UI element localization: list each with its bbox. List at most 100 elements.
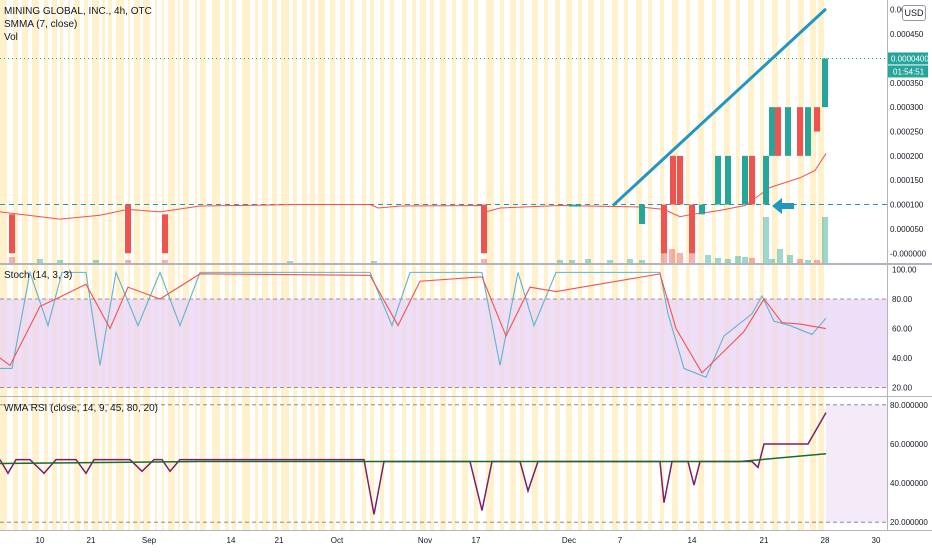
candle [677,155,683,205]
volume-bar [661,249,667,263]
price-tick-label: 0.000250 [890,128,924,137]
stoch-legend: Stoch (14, 3, 3) [4,270,73,281]
time-tick-label: 28 [821,536,830,545]
smma-legend: SMMA (7, close) [4,19,78,30]
volume-bar [162,260,168,263]
candle [699,204,705,215]
price-tick-label: 0.000200 [890,152,924,161]
price-tick-label: 0.000300 [890,103,924,112]
price-tick-label: 0.000150 [890,176,924,185]
volume-bar [37,259,43,263]
volume-bar [9,257,15,263]
trend-line [612,8,827,207]
price-tick-label: 0.000350 [890,79,924,88]
arrow-annotation [772,198,794,214]
currency-button[interactable]: USD [902,5,926,21]
candle [814,107,820,132]
volume-bar [797,259,803,263]
candle [785,107,791,156]
volume-bar [481,259,487,263]
rsi-band [826,404,887,523]
price-tick-label: -0.000000 [890,249,927,258]
volume-bar [787,255,793,263]
candle [797,107,803,156]
volume-bar [287,261,293,263]
candle [725,155,731,205]
time-tick-label: Nov [418,536,432,545]
candle [481,204,487,254]
candle [805,107,811,156]
time-tick-label: 7 [618,536,623,545]
time-tick-label: 21 [275,536,284,545]
volume-bar [805,260,811,263]
volume-bar [777,249,783,263]
volume-bar [93,260,99,263]
candle [715,155,721,205]
main-title: MINING GLOBAL, INC., 4h, OTC [4,6,152,17]
price-tick-label: 0.000050 [890,225,924,234]
rsi-line [0,452,827,465]
candle [749,155,755,205]
rsi-legend: WMA RSI (close, 14, 9, 45, 80, 20) [4,403,158,414]
time-tick-label: 14 [688,536,697,545]
stoch-tick-label: 60.00 [892,325,913,334]
rsi-tick-label: 40.000000 [890,479,928,488]
candle [639,204,645,225]
time-tick-label: 21 [87,536,96,545]
stoch-line [0,273,827,374]
price-tick-label: 0.000450 [890,30,924,39]
candle [769,107,775,156]
candle [575,204,581,207]
last-price-label: 0.0000400 [891,54,929,63]
rsi-tick-label: 20.000000 [890,518,928,527]
time-tick-label: 17 [472,536,481,545]
time-tick-label: 14 [227,536,236,545]
volume-bar [742,257,748,263]
volume-bar [585,259,591,263]
stoch-tick-label: 80.00 [892,295,913,304]
candle [763,155,769,205]
volume-bar [627,259,633,263]
candle [742,155,748,205]
countdown-label: 01:54:51 [893,67,925,76]
volume-bar [57,260,63,263]
candle [661,204,667,254]
volume-bar [557,260,563,263]
volume-bar [725,259,731,263]
stoch-tick-label: 100.00 [892,265,917,274]
volume-bar [669,249,675,263]
volume-bar [822,217,828,263]
candle [822,58,828,108]
candle [125,204,131,254]
volume-bar [749,258,755,263]
rsi-tick-label: 80.000000 [890,401,928,410]
stoch-band [0,298,887,388]
volume-bar [607,260,613,263]
time-tick-label: Oct [331,536,344,545]
volume-bar [715,258,721,263]
time-tick-label: 30 [872,536,881,545]
volume-bar [639,260,645,263]
candle [775,107,781,156]
volume-bar [569,260,575,263]
time-tick-label: Dec [562,536,576,545]
candle [9,214,15,254]
candle [670,155,676,205]
volume-bar [125,260,131,263]
time-tick-label: 21 [760,536,769,545]
stoch-line [0,270,827,378]
stoch-tick-label: 40.00 [892,354,913,363]
volume-bar [689,249,695,263]
last-price-box [888,52,928,65]
candle [569,204,575,207]
stoch-tick-label: 20.00 [892,384,913,393]
time-tick-label: 10 [36,536,45,545]
price-tick-label: 0.000100 [890,201,924,210]
smma-line [0,153,827,220]
volume-bar [769,259,775,263]
candle [689,204,695,254]
time-tick-label: Sep [142,536,157,545]
vol-legend: Vol [4,32,18,43]
